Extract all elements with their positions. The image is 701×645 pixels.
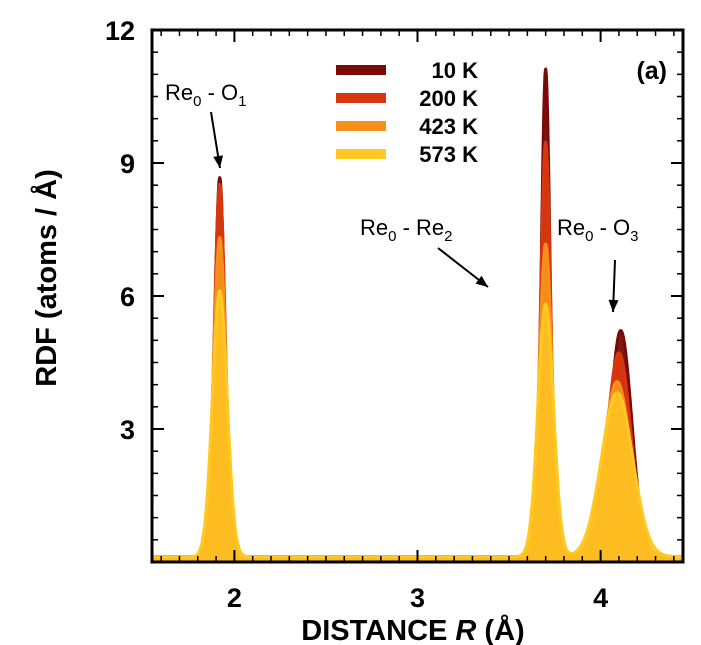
- x-axis-title: DISTANCE R (Å): [301, 614, 524, 645]
- series-area-573k: [150, 289, 685, 564]
- plot-areas: [150, 67, 685, 564]
- y-tick-label: 12: [105, 16, 135, 46]
- annotation-arrowhead: [608, 299, 619, 312]
- x-axis-title-suffix: (Å): [476, 614, 524, 645]
- annotation-label: Re0 - Re2: [360, 215, 453, 245]
- x-axis-title-prefix: DISTANCE: [301, 615, 455, 645]
- panel-label: (a): [636, 57, 667, 85]
- annotation-arrowhead: [475, 275, 488, 287]
- annotation-label: Re0 - O3: [557, 215, 638, 245]
- legend-label: 10 K: [432, 58, 479, 83]
- y-axis-title: RDF (atoms / Å): [30, 169, 63, 387]
- tick-labels: 2 3 4 3 6 9 12: [105, 16, 608, 613]
- y-tick-label: 6: [120, 282, 135, 312]
- legend-label: 200 K: [419, 86, 478, 111]
- ticks: [152, 29, 683, 562]
- y-tick-label: 9: [120, 149, 135, 179]
- legend-label: 423 K: [419, 114, 478, 139]
- x-axis-title-var: R: [455, 615, 476, 645]
- x-tick-label: 2: [227, 583, 242, 613]
- x-tick-label: 3: [410, 583, 425, 613]
- y-tick-label: 3: [120, 415, 135, 445]
- annotations: Re0 - O1 Re0 - Re2 Re0 - O3: [165, 80, 638, 313]
- x-tick-label: 4: [593, 583, 608, 613]
- annotation-arrowhead: [213, 155, 223, 168]
- legend-label: 573 K: [419, 142, 478, 167]
- legend: 10 K 200 K 423 K 573 K: [336, 58, 478, 167]
- annotation-label: Re0 - O1: [165, 80, 246, 110]
